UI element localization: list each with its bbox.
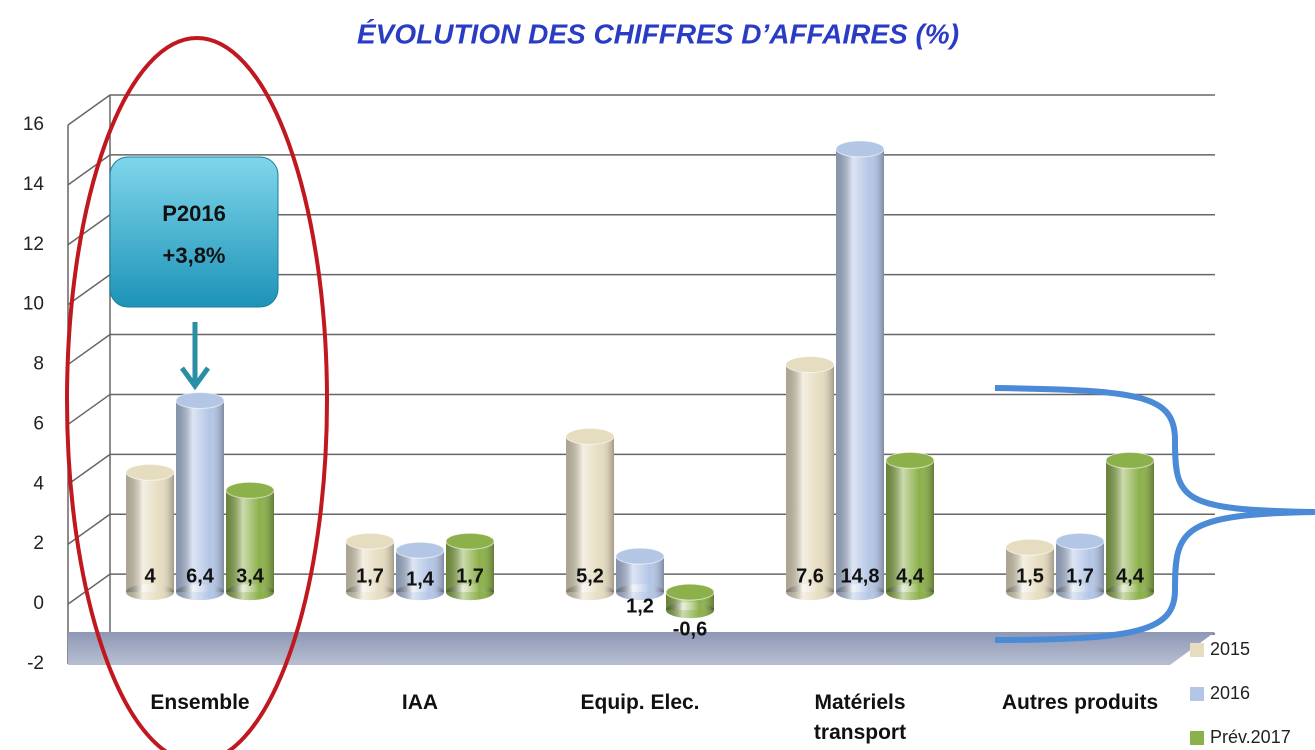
- bar-bottom-shade: [1006, 584, 1054, 601]
- bar-top: [445, 532, 495, 550]
- bar-top: [1005, 538, 1055, 556]
- bar-bottom-shade: [886, 584, 934, 601]
- annotation-text: +3,8%: [163, 243, 226, 268]
- bar-bottom-shade: [616, 584, 664, 601]
- x-tick-label: Ensemble: [150, 691, 250, 714]
- bar-top: [565, 427, 615, 445]
- grid-line: [67, 393, 1215, 426]
- bar-shade: [566, 436, 614, 593]
- value-label: 1,4: [406, 568, 435, 590]
- value-label: 1,7: [456, 565, 484, 587]
- bar-bottom-shade: [176, 584, 224, 601]
- value-label: 1,7: [1066, 565, 1094, 587]
- y-tick-label: 6: [33, 413, 44, 434]
- value-label: 5,2: [576, 565, 604, 587]
- bar-top: [885, 451, 935, 469]
- bar-bottom-shade: [346, 584, 394, 601]
- y-tick-label: -2: [27, 653, 44, 674]
- x-tick-label: IAA: [401, 691, 439, 714]
- bar-top: [395, 541, 445, 559]
- bar-top: [835, 140, 885, 158]
- value-label: 1,2: [626, 595, 654, 617]
- bar-top: [175, 391, 225, 409]
- bar-bottom-shade: [836, 584, 884, 601]
- x-tick-label: Equip. Elec.: [580, 691, 700, 714]
- bar-shade: [786, 364, 834, 593]
- legend-swatch: [1190, 687, 1204, 701]
- bar-bottom-shade: [446, 584, 494, 601]
- bar-shade: [1106, 460, 1154, 593]
- bar-bottom-shade: [566, 584, 614, 601]
- bar-bottom-shade: [396, 584, 444, 601]
- chart-title: ÉVOLUTION DES CHIFFRES D’AFFAIRES (%): [357, 18, 959, 49]
- annotation-arrow: [179, 322, 211, 391]
- bar-top: [1105, 451, 1155, 469]
- y-tick-label: 10: [23, 294, 44, 315]
- y-tick-label: 12: [23, 234, 44, 255]
- bar-bottom-shade: [226, 584, 274, 601]
- bar-bottom-shade: [666, 602, 714, 619]
- bar-shade: [836, 148, 884, 593]
- legend-label: 2016: [1210, 683, 1250, 703]
- annotation-text: P2016: [162, 201, 226, 226]
- grid-line: [67, 94, 1215, 126]
- bar-bottom-shade: [786, 584, 834, 601]
- bar-top: [225, 481, 275, 499]
- value-label: 1,5: [1016, 565, 1044, 587]
- annotation-box: [109, 156, 279, 308]
- value-label: 3,4: [236, 565, 265, 587]
- value-label: 14,8: [841, 565, 880, 587]
- grid-line: [67, 453, 1215, 485]
- legend-label: Prév.2017: [1210, 727, 1291, 747]
- bar-top: [665, 583, 715, 601]
- bar-shade: [226, 490, 274, 593]
- bar-bottom-shade: [1056, 584, 1104, 601]
- legend-swatch: [1190, 731, 1204, 745]
- y-tick-label: 8: [33, 354, 44, 375]
- legend-label: 2015: [1210, 639, 1250, 659]
- bar-top: [345, 532, 395, 550]
- grid-line: [67, 333, 1215, 366]
- y-tick-label: 16: [23, 114, 44, 135]
- value-label: -0,6: [673, 618, 707, 640]
- legend-swatch: [1190, 643, 1204, 657]
- bar-bottom-shade: [126, 584, 174, 601]
- bar-bottom-shade: [1106, 584, 1154, 601]
- bar-shade: [886, 460, 934, 593]
- y-tick-label: 0: [33, 593, 44, 614]
- bar-top: [615, 547, 665, 565]
- value-label: 7,6: [796, 565, 824, 587]
- value-label: 4,4: [1116, 565, 1145, 587]
- value-label: 4: [144, 565, 156, 587]
- bar-top: [785, 356, 835, 374]
- bar-shade: [126, 472, 174, 593]
- highlight-ellipse: [65, 36, 329, 750]
- y-tick-label: 4: [33, 473, 44, 494]
- value-label: 4,4: [896, 565, 925, 587]
- y-tick-label: 2: [33, 533, 44, 554]
- y-tick-label: 14: [23, 174, 45, 195]
- floor: [68, 632, 1215, 665]
- bar-top: [125, 463, 175, 481]
- bar-shade: [176, 400, 224, 593]
- x-tick-label: Matériels transport: [813, 691, 907, 744]
- value-label: 6,4: [186, 565, 215, 587]
- x-tick-label: Autres produits: [1001, 691, 1159, 714]
- bar-top: [1055, 532, 1105, 550]
- value-label: 1,7: [356, 565, 384, 587]
